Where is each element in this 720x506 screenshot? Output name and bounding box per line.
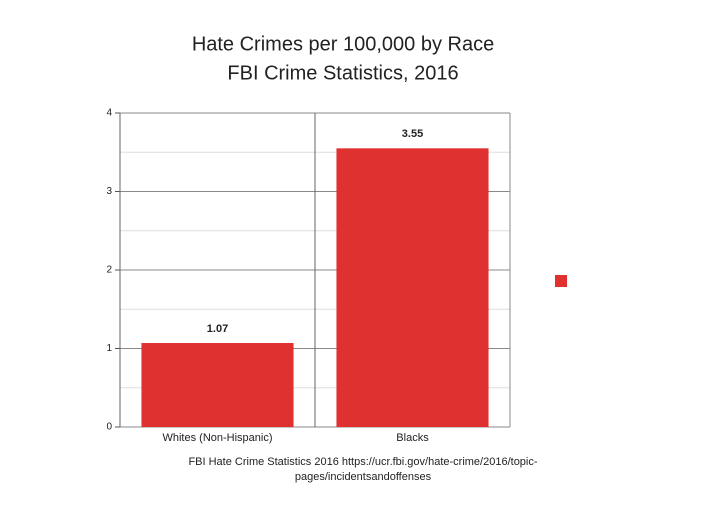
value-label: 3.55 bbox=[402, 128, 423, 140]
chart-subtitle: FBI Crime Statistics, 2016 bbox=[227, 62, 458, 84]
y-tick-label: 4 bbox=[106, 108, 112, 119]
y-tick-label: 3 bbox=[106, 186, 112, 197]
y-tick-label: 1 bbox=[106, 343, 112, 354]
bar bbox=[141, 343, 294, 427]
value-label: 1.07 bbox=[207, 323, 228, 335]
y-tick-label: 0 bbox=[106, 422, 112, 433]
x-tick-label: Blacks bbox=[396, 432, 429, 444]
chart-title: Hate Crimes per 100,000 by Race bbox=[192, 33, 494, 55]
x-tick-label: Whites (Non-Hispanic) bbox=[162, 432, 272, 444]
y-tick-label: 2 bbox=[106, 265, 112, 276]
bar bbox=[336, 148, 489, 427]
source-note: FBI Hate Crime Statistics 2016 https://u… bbox=[188, 456, 537, 468]
legend-swatch bbox=[555, 275, 567, 287]
source-note: pages/incidentsandoffenses bbox=[295, 471, 432, 483]
